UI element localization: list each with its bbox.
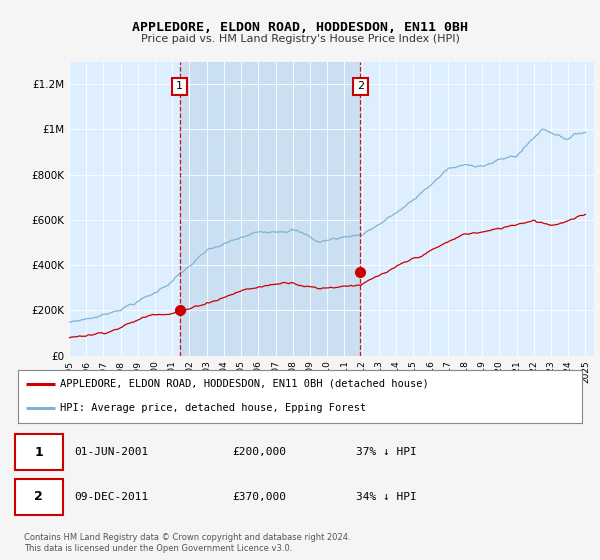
Text: Price paid vs. HM Land Registry's House Price Index (HPI): Price paid vs. HM Land Registry's House … bbox=[140, 34, 460, 44]
Text: 1: 1 bbox=[34, 446, 43, 459]
Text: APPLEDORE, ELDON ROAD, HODDESDON, EN11 0BH (detached house): APPLEDORE, ELDON ROAD, HODDESDON, EN11 0… bbox=[60, 379, 429, 389]
Text: £370,000: £370,000 bbox=[232, 492, 286, 502]
FancyBboxPatch shape bbox=[15, 479, 63, 515]
FancyBboxPatch shape bbox=[15, 434, 63, 470]
Text: 37% ↓ HPI: 37% ↓ HPI bbox=[356, 447, 417, 457]
Text: HPI: Average price, detached house, Epping Forest: HPI: Average price, detached house, Eppi… bbox=[60, 403, 367, 413]
Text: 01-JUN-2001: 01-JUN-2001 bbox=[74, 447, 149, 457]
Text: £200,000: £200,000 bbox=[232, 447, 286, 457]
Text: 2: 2 bbox=[34, 491, 43, 503]
Text: 1: 1 bbox=[176, 81, 183, 91]
Text: 09-DEC-2011: 09-DEC-2011 bbox=[74, 492, 149, 502]
Bar bbox=[179, 62, 360, 356]
Text: APPLEDORE, ELDON ROAD, HODDESDON, EN11 0BH: APPLEDORE, ELDON ROAD, HODDESDON, EN11 0… bbox=[132, 21, 468, 34]
Text: 2: 2 bbox=[356, 81, 364, 91]
Text: 34% ↓ HPI: 34% ↓ HPI bbox=[356, 492, 417, 502]
Text: Contains HM Land Registry data © Crown copyright and database right 2024.
This d: Contains HM Land Registry data © Crown c… bbox=[24, 533, 350, 553]
